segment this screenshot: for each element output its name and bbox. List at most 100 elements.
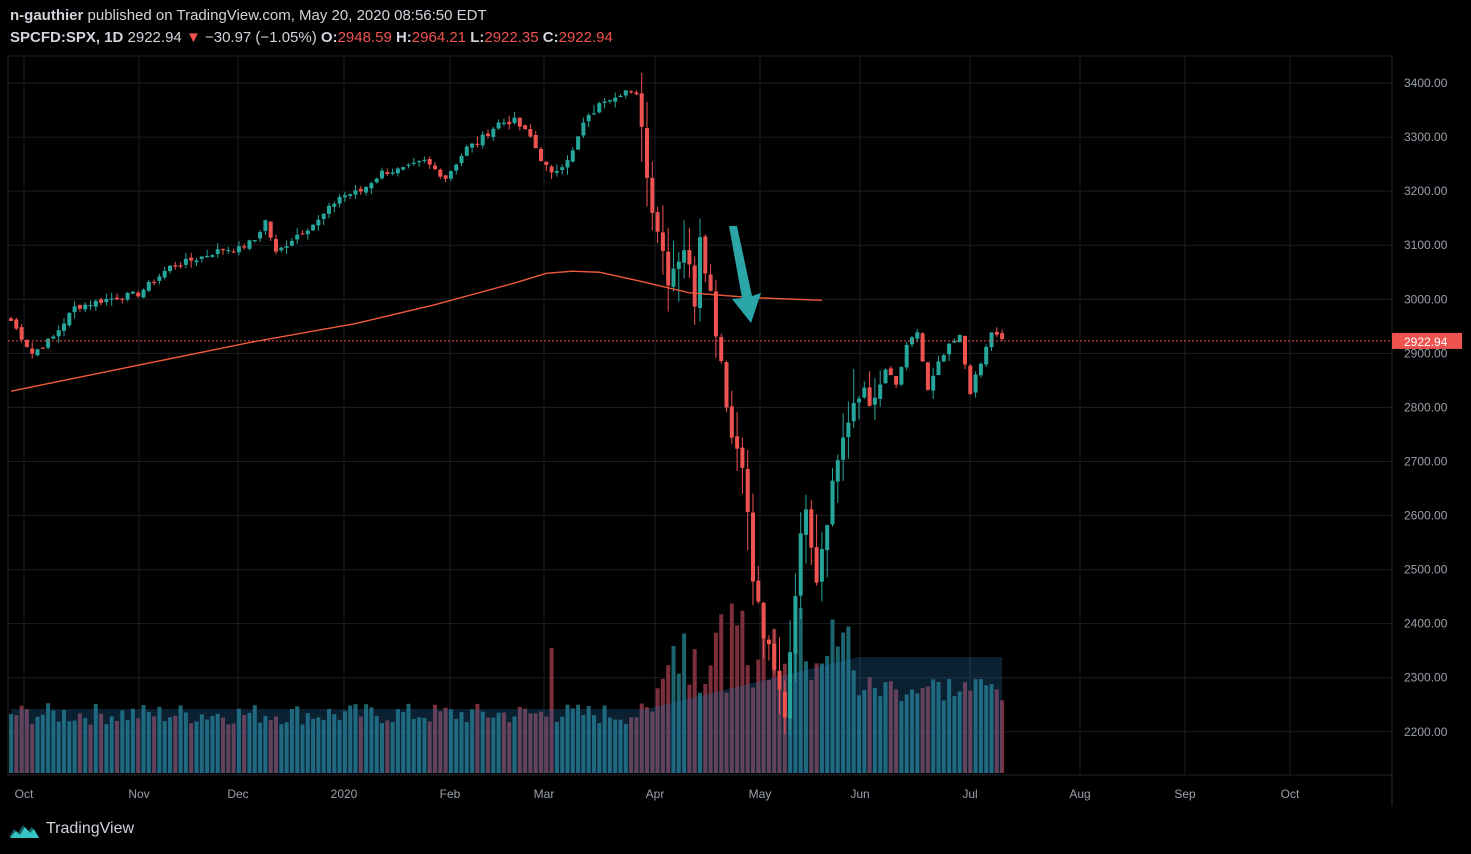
volume-bar xyxy=(358,716,363,773)
volume-bar xyxy=(592,715,596,773)
candle-up xyxy=(862,387,867,398)
candle-up xyxy=(936,361,941,375)
candle-down xyxy=(713,291,718,337)
chart-header: n-gauthier published on TradingView.com,… xyxy=(10,6,613,48)
candle-down xyxy=(782,691,787,718)
volume-bar xyxy=(77,713,82,773)
volume-bar xyxy=(183,712,188,773)
volume-bar xyxy=(602,705,607,773)
volume-bar xyxy=(618,719,623,773)
time-tick-label: Mar xyxy=(534,787,555,801)
volume-bar xyxy=(475,703,480,773)
candle-up xyxy=(51,336,56,339)
volume-bar xyxy=(968,690,973,773)
candle-up xyxy=(342,195,347,198)
candle-up xyxy=(258,232,263,239)
time-tick-label: Oct xyxy=(15,787,34,801)
publish-line: n-gauthier published on TradingView.com,… xyxy=(10,6,613,26)
candle-down xyxy=(385,172,390,174)
price-axis[interactable]: 3400.00 3300.00 3200.00 3100.00 3000.00 2900.… xyxy=(1404,76,1448,739)
author-name[interactable]: n-gauthier xyxy=(10,7,84,24)
symbol-label[interactable]: SPCFD:SPX, 1D xyxy=(10,29,124,46)
candle-down xyxy=(300,233,305,235)
volume-bar xyxy=(666,665,671,773)
tradingview-logo[interactable]: TradingView xyxy=(8,818,134,840)
time-axis[interactable]: Oct Nov Dec 2020 Feb Mar Apr May Jun Jul Aug Sep Oct xyxy=(15,787,1300,801)
volume-bar xyxy=(984,685,989,773)
candle-down xyxy=(777,670,782,690)
candle-up xyxy=(973,374,978,393)
close-value: 2922.94 xyxy=(558,29,613,46)
price-tick-label: 3100.00 xyxy=(1404,238,1448,252)
volume-bar xyxy=(316,717,321,773)
candle-up xyxy=(417,161,422,163)
volume-bar xyxy=(517,706,522,773)
volume-bar xyxy=(798,608,803,773)
teal-arrow-shape xyxy=(729,226,761,323)
volume-bar xyxy=(199,714,204,773)
volume-bar xyxy=(130,708,135,773)
candle-up xyxy=(130,291,135,294)
volume-bar xyxy=(210,716,215,773)
volume-bar xyxy=(411,718,416,773)
volume-bar xyxy=(544,716,549,773)
volume-bar xyxy=(894,689,899,773)
candle-down xyxy=(115,297,119,300)
candle-up xyxy=(109,298,114,300)
open-value: 2948.59 xyxy=(337,29,392,46)
volume-bar xyxy=(104,724,109,773)
candle-up xyxy=(560,167,565,170)
candle-down xyxy=(809,509,814,548)
candle-up xyxy=(915,332,920,339)
volume-bar xyxy=(332,714,337,773)
volume-bar xyxy=(491,717,496,773)
candle-up xyxy=(825,525,830,551)
volume-bar xyxy=(1000,700,1005,773)
candle-down xyxy=(507,121,512,125)
volume-bar xyxy=(623,723,628,773)
candle-up xyxy=(496,122,501,129)
candle-down xyxy=(814,547,819,583)
volume-bar xyxy=(650,711,655,773)
last-price: 2922.94 xyxy=(127,29,182,46)
plot-frame xyxy=(7,55,1393,776)
volume-bar xyxy=(671,646,676,773)
candle-down xyxy=(221,249,225,251)
volume-bar xyxy=(501,712,506,773)
candle-up xyxy=(830,480,835,525)
volume-bar xyxy=(24,709,29,773)
volume-bar xyxy=(607,717,612,773)
volume-bar xyxy=(9,713,13,773)
volume-bar xyxy=(274,716,278,773)
candle-up xyxy=(804,509,808,535)
volume-bar xyxy=(448,709,453,773)
candle-down xyxy=(629,91,634,93)
volume-bar xyxy=(835,646,840,773)
high-label: H: xyxy=(395,29,412,46)
candle-up xyxy=(491,128,496,137)
volume-bar xyxy=(125,719,130,773)
candle-down xyxy=(735,436,740,449)
candle-up xyxy=(327,205,331,214)
volume-bar xyxy=(554,721,559,773)
volume-bar xyxy=(242,714,247,773)
candle-up xyxy=(841,437,846,460)
volume-bar xyxy=(279,724,284,773)
candle-down xyxy=(925,362,930,390)
candle-down xyxy=(968,365,973,394)
candle-up xyxy=(878,384,883,399)
candle-down xyxy=(639,93,644,127)
candle-up xyxy=(931,375,936,391)
volume-bar xyxy=(586,705,591,773)
candle-down xyxy=(894,376,899,385)
candle-down xyxy=(963,335,967,365)
candle-up xyxy=(597,103,602,113)
candle-up xyxy=(374,178,379,183)
low-value: 2922.35 xyxy=(484,29,539,46)
volume-bar xyxy=(72,720,77,773)
volume-bar xyxy=(581,715,586,773)
candle-up xyxy=(205,255,210,258)
candle-down xyxy=(666,251,671,286)
candle-down xyxy=(136,292,141,297)
